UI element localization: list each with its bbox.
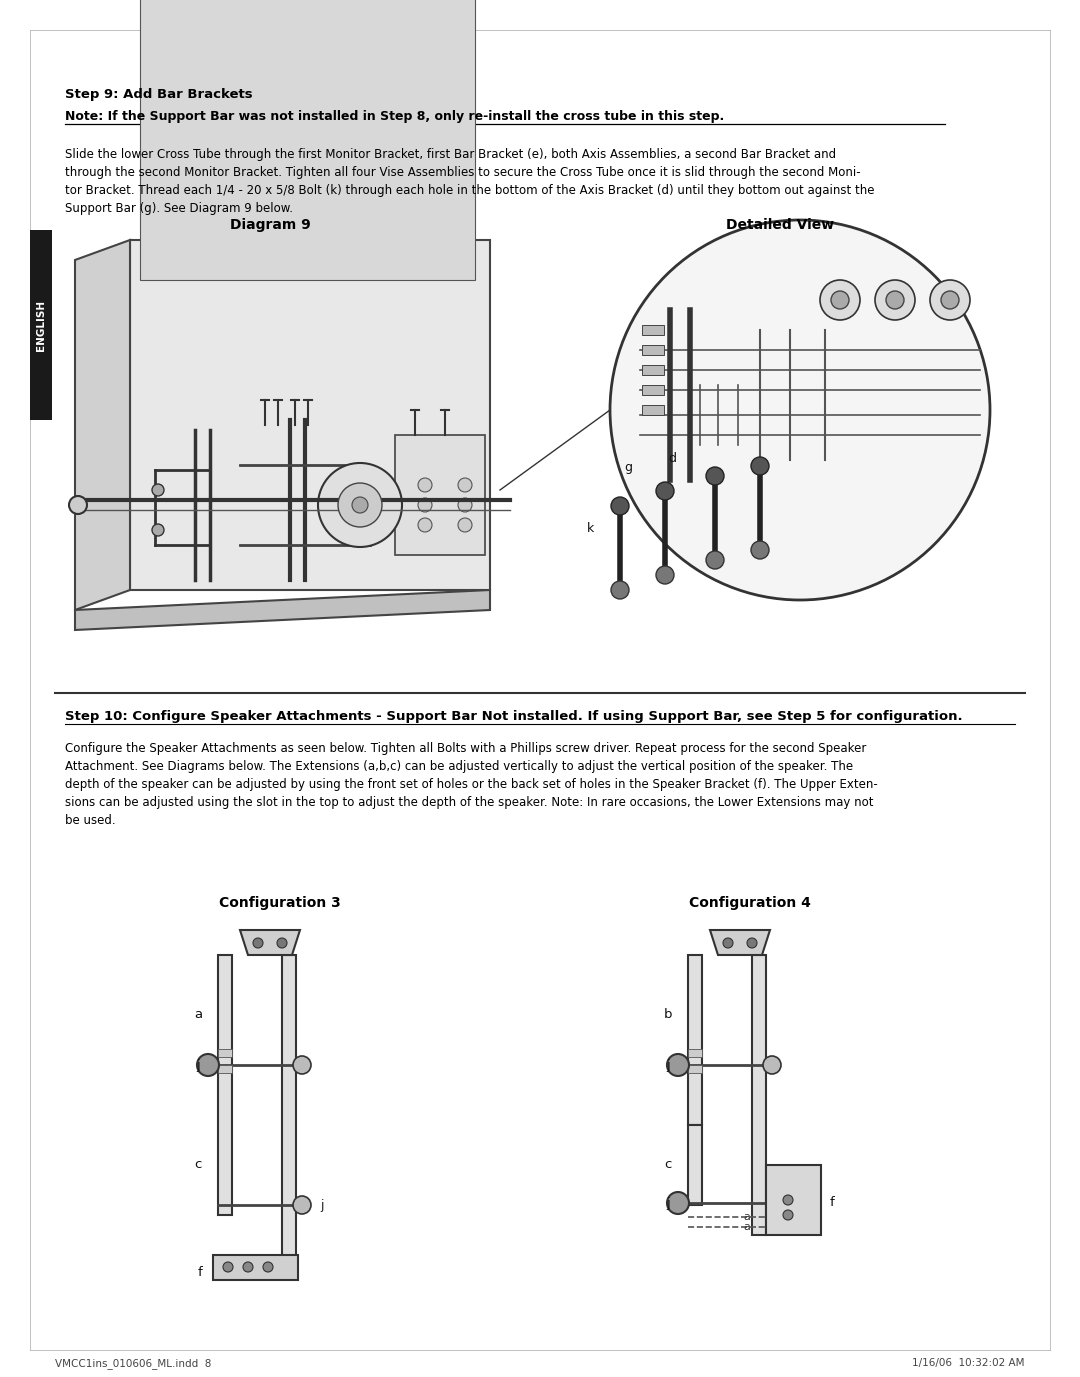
Circle shape [152, 483, 164, 496]
Text: j: j [666, 1059, 670, 1071]
Bar [752, 956, 766, 1235]
Text: g: g [624, 461, 632, 475]
Circle shape [253, 938, 264, 947]
Circle shape [656, 566, 674, 584]
Text: c: c [664, 1158, 672, 1172]
Bar [642, 386, 664, 395]
Polygon shape [130, 240, 490, 589]
Bar [766, 1165, 821, 1235]
Circle shape [875, 280, 915, 319]
Text: j: j [320, 1198, 324, 1212]
Circle shape [458, 498, 472, 512]
Bar [282, 956, 296, 1265]
Circle shape [276, 938, 287, 947]
Circle shape [820, 280, 860, 319]
Text: f: f [198, 1267, 202, 1279]
Text: Note: If the Support Bar was not installed in Step 8, only re-install the cross : Note: If the Support Bar was not install… [65, 110, 725, 123]
Circle shape [751, 457, 769, 475]
Text: Detailed View: Detailed View [726, 218, 834, 231]
Bar [642, 405, 664, 414]
Circle shape [723, 938, 733, 947]
Circle shape [656, 482, 674, 500]
Circle shape [338, 483, 382, 527]
Circle shape [197, 1053, 219, 1075]
Text: Step 9: Add Bar Brackets: Step 9: Add Bar Brackets [65, 88, 253, 101]
Bar [395, 435, 485, 555]
Circle shape [418, 518, 432, 532]
Circle shape [751, 541, 769, 559]
Text: j: j [666, 1197, 670, 1209]
Text: a: a [194, 1008, 202, 1022]
Circle shape [418, 498, 432, 512]
Polygon shape [710, 929, 770, 956]
Bar [642, 325, 664, 335]
Polygon shape [240, 929, 300, 956]
Bar [688, 1049, 702, 1058]
Text: c: c [194, 1158, 202, 1172]
Circle shape [611, 581, 629, 599]
Text: VMCC1ins_010606_ML.indd  8: VMCC1ins_010606_ML.indd 8 [55, 1358, 212, 1369]
Circle shape [264, 1261, 273, 1272]
Circle shape [611, 497, 629, 515]
Circle shape [930, 280, 970, 319]
Text: 1/16/06  10:32:02 AM: 1/16/06 10:32:02 AM [913, 1358, 1025, 1367]
Circle shape [747, 938, 757, 947]
Circle shape [243, 1261, 253, 1272]
Text: Slide the lower Cross Tube through the first Monitor Bracket, first Bar Bracket : Slide the lower Cross Tube through the f… [65, 147, 875, 215]
Circle shape [293, 1197, 311, 1215]
Circle shape [293, 1056, 311, 1074]
Text: f: f [831, 1197, 835, 1209]
Text: Configuration 4: Configuration 4 [689, 896, 811, 910]
Bar [218, 1049, 232, 1058]
Circle shape [886, 291, 904, 308]
Circle shape [69, 496, 87, 514]
Circle shape [458, 478, 472, 492]
Circle shape [667, 1192, 689, 1215]
Bar [213, 1254, 298, 1281]
Text: b: b [663, 1008, 672, 1022]
Polygon shape [75, 589, 490, 631]
Text: Configuration 3: Configuration 3 [219, 896, 341, 910]
Text: Step 10: Configure Speaker Attachments - Support Bar Not installed. If using Sup: Step 10: Configure Speaker Attachments -… [65, 711, 962, 723]
Text: a: a [743, 1221, 750, 1232]
Circle shape [762, 1056, 781, 1074]
Bar [140, 0, 475, 280]
Circle shape [706, 551, 724, 569]
Bar [642, 365, 664, 375]
Text: d: d [669, 452, 676, 464]
Circle shape [941, 291, 959, 308]
Circle shape [706, 467, 724, 485]
Circle shape [222, 1261, 233, 1272]
Circle shape [352, 497, 368, 514]
Text: Configure the Speaker Attachments as seen below. Tighten all Bolts with a Philli: Configure the Speaker Attachments as see… [65, 742, 878, 828]
Text: Diagram 9: Diagram 9 [230, 218, 310, 231]
Circle shape [610, 220, 990, 600]
Circle shape [667, 1053, 689, 1075]
Bar [688, 1064, 702, 1073]
Circle shape [418, 478, 432, 492]
Circle shape [318, 463, 402, 547]
Bar [30, 230, 52, 420]
Text: j: j [197, 1059, 200, 1071]
Circle shape [783, 1210, 793, 1220]
Text: a: a [743, 1212, 750, 1221]
Bar [688, 1125, 702, 1205]
Text: ENGLISH: ENGLISH [36, 299, 46, 351]
Circle shape [152, 525, 164, 536]
Text: k: k [586, 522, 594, 534]
Circle shape [783, 1195, 793, 1205]
Bar [218, 1064, 232, 1073]
Bar [688, 956, 702, 1125]
Circle shape [831, 291, 849, 308]
Bar [642, 346, 664, 355]
Bar [218, 956, 232, 1215]
Polygon shape [75, 240, 130, 610]
Circle shape [458, 518, 472, 532]
